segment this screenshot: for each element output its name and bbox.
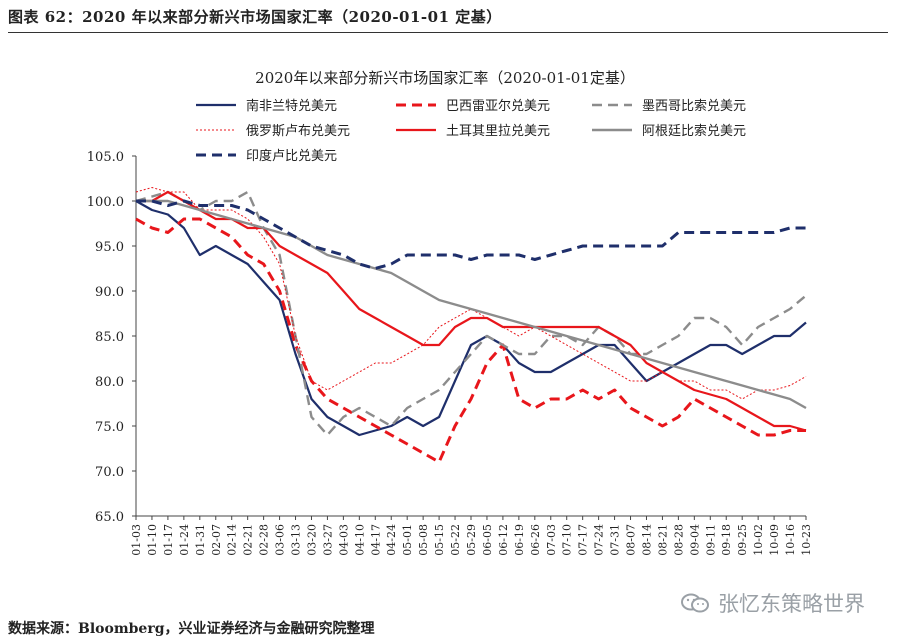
series-line: [135, 190, 807, 437]
x-tick-label: 08-14: [640, 524, 653, 556]
x-tick-label: 10-23: [800, 524, 813, 556]
x-tick-label: 10-09: [768, 524, 781, 556]
x-tick-label: 02-21: [242, 524, 255, 556]
x-tick-label: 09-25: [736, 524, 749, 556]
x-tick-label: 04-03: [337, 524, 350, 556]
y-tick-label: 90.0: [95, 285, 124, 300]
x-tick-label: 08-21: [656, 524, 669, 556]
x-tick-label: 05-15: [433, 524, 446, 556]
x-tick-label: 03-13: [290, 524, 303, 556]
chart-title: 2020年以来部分新兴市场国家汇率（2020-01-01定基）: [255, 69, 635, 87]
x-tick-label: 05-01: [401, 524, 414, 556]
x-tick-label: 10-16: [784, 524, 797, 556]
y-tick-label: 100.0: [87, 195, 124, 210]
caption-rule: [8, 32, 888, 33]
legend-label: 俄罗斯卢布兑美元: [246, 123, 350, 139]
legend-label: 印度卢比兑美元: [246, 148, 337, 164]
series-line: [136, 190, 807, 432]
series-line: [136, 199, 807, 410]
x-tick-label: 07-03: [545, 524, 558, 556]
series-lines: [135, 187, 807, 464]
x-tick-label: 01-17: [162, 524, 175, 556]
x-tick-label: 01-24: [178, 524, 191, 556]
x-tick-label: 08-28: [672, 524, 685, 556]
series-line: [135, 217, 806, 464]
y-tick-label: 105.0: [87, 150, 124, 165]
legend-label: 土耳其里拉兑美元: [446, 124, 550, 139]
watermark-text: 张忆东策略世界: [718, 592, 865, 616]
legend-label: 墨西哥比索兑美元: [642, 99, 746, 114]
legend-label: 巴西雷亚尔兑美元: [446, 99, 550, 114]
x-tick-label: 04-10: [353, 524, 366, 556]
y-tick-label: 95.0: [95, 240, 124, 255]
x-tick-label: 05-22: [449, 524, 462, 556]
wechat-icon: [681, 593, 709, 613]
x-tick-label: 08-07: [625, 524, 638, 556]
axes: 65.0 70.0 75.0 80.0 85.0 90.0 95.0 100.0 105.0 01…: [87, 150, 813, 556]
legend-label: 阿根廷比索兑美元: [642, 124, 746, 139]
x-tick-label: 03-27: [321, 524, 334, 556]
x-tick-label: 01-03: [130, 524, 143, 556]
x-tick-label: 07-17: [577, 524, 590, 556]
series-line: [136, 199, 806, 270]
x-tick-label: 04-24: [385, 524, 398, 556]
x-tick-label: 03-20: [305, 524, 318, 556]
x-tick-label: 07-24: [593, 524, 606, 556]
x-tick-label: 02-14: [226, 524, 239, 556]
y-tick-label: 85.0: [95, 330, 124, 345]
x-tick-label: 09-18: [720, 524, 733, 556]
x-tick-label: 10-02: [752, 524, 765, 556]
x-tick-label: 03-06: [274, 524, 287, 556]
series-line: [135, 200, 807, 437]
y-tick-label: 80.0: [95, 375, 124, 390]
x-tick-label: 05-08: [417, 524, 430, 556]
y-tick-label: 65.0: [95, 510, 124, 525]
x-tick-label: 06-26: [529, 524, 542, 556]
y-tick-label: 70.0: [95, 465, 124, 480]
x-tick-label: 04-17: [369, 524, 382, 556]
x-tick-label: 06-19: [513, 524, 526, 556]
x-tick-label: 06-05: [481, 524, 494, 556]
x-tick-label: 01-10: [146, 524, 159, 556]
x-tick-label: 05-29: [465, 524, 478, 556]
x-tick-label: 09-11: [704, 524, 717, 556]
x-tick-label: 06-12: [497, 524, 510, 556]
x-tick-label: 09-04: [688, 524, 701, 556]
legend-label: 南非兰特兑美元: [246, 98, 337, 114]
figure-caption: 图表 62：2020 年以来部分新兴市场国家汇率（2020-01-01 定基）: [8, 8, 502, 26]
x-tick-label: 02-07: [210, 524, 223, 556]
x-tick-label: 01-31: [194, 524, 207, 556]
x-tick-label: 07-10: [561, 524, 574, 556]
x-tick-label: 07-31: [609, 524, 622, 556]
source-note: 数据来源：Bloomberg，兴业证券经济与金融研究院整理: [8, 621, 375, 637]
watermark: 张忆东策略世界: [680, 588, 865, 618]
y-tick-label: 75.0: [95, 420, 124, 435]
x-tick-label: 02-28: [258, 524, 271, 556]
